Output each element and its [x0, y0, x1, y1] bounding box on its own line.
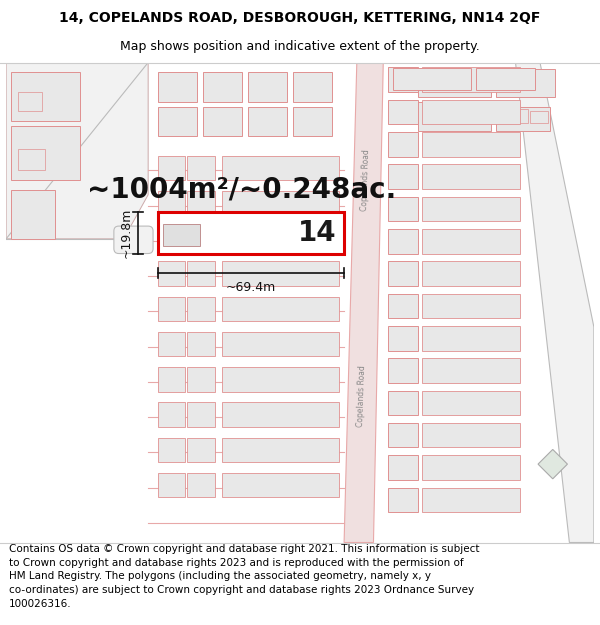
Polygon shape [344, 62, 383, 542]
Bar [422, 164, 520, 189]
Bar [221, 402, 339, 427]
Bar [221, 297, 339, 321]
Bar [158, 213, 344, 254]
Bar [187, 402, 215, 427]
Text: 14, COPELANDS ROAD, DESBOROUGH, KETTERING, NN14 2QF: 14, COPELANDS ROAD, DESBOROUGH, KETTERIN… [59, 11, 541, 24]
Bar [221, 367, 339, 392]
Bar [187, 332, 215, 356]
Text: Map shows position and indicative extent of the property.: Map shows position and indicative extent… [120, 40, 480, 52]
Bar [422, 326, 520, 351]
Bar [496, 107, 550, 131]
Bar [422, 68, 520, 92]
Bar [187, 156, 215, 180]
Bar [418, 69, 491, 97]
Bar [187, 297, 215, 321]
Bar [388, 132, 418, 156]
Bar [422, 423, 520, 448]
Bar [187, 226, 215, 251]
Bar [18, 92, 43, 111]
Bar [158, 297, 185, 321]
Bar [187, 261, 215, 286]
Bar [388, 261, 418, 286]
Bar [461, 109, 486, 123]
Bar [221, 473, 339, 498]
Bar [388, 164, 418, 189]
Bar [11, 126, 80, 180]
Bar [221, 261, 339, 286]
Bar [158, 332, 185, 356]
Bar [476, 68, 535, 90]
Bar [18, 149, 46, 170]
Bar [158, 367, 185, 392]
Bar [388, 391, 418, 415]
Polygon shape [538, 449, 568, 479]
Bar [388, 294, 418, 318]
Bar [388, 326, 418, 351]
Bar [422, 132, 520, 156]
Polygon shape [515, 62, 594, 542]
Bar [221, 156, 339, 180]
Bar [158, 261, 185, 286]
Text: Contains OS data © Crown copyright and database right 2021. This information is : Contains OS data © Crown copyright and d… [9, 544, 479, 609]
FancyBboxPatch shape [114, 226, 153, 254]
Bar [248, 72, 287, 102]
Bar [422, 229, 520, 254]
Bar [418, 102, 491, 131]
Bar [388, 488, 418, 512]
Bar [221, 438, 339, 462]
Bar [158, 191, 185, 216]
Bar [388, 197, 418, 221]
Bar [248, 107, 287, 136]
Bar [388, 358, 418, 383]
Bar [158, 402, 185, 427]
Bar [187, 191, 215, 216]
Bar [422, 391, 520, 415]
Bar [422, 197, 520, 221]
Bar [293, 72, 332, 102]
Bar [530, 111, 548, 123]
Bar [163, 224, 200, 246]
Bar [422, 456, 520, 480]
Text: Copelands Road: Copelands Road [356, 364, 367, 427]
Bar [158, 438, 185, 462]
Bar [158, 226, 185, 251]
Bar [422, 488, 520, 512]
Bar [422, 100, 520, 124]
Bar [221, 226, 339, 251]
Bar [203, 107, 242, 136]
Bar [158, 107, 197, 136]
Bar [187, 438, 215, 462]
Bar [187, 367, 215, 392]
Bar [11, 190, 55, 239]
Bar [388, 229, 418, 254]
Bar [388, 68, 418, 92]
Polygon shape [6, 62, 148, 239]
Text: ~69.4m: ~69.4m [226, 281, 276, 294]
Bar [158, 473, 185, 498]
Bar [388, 100, 418, 124]
Bar [203, 72, 242, 102]
Text: 14: 14 [298, 219, 336, 247]
Bar [158, 156, 185, 180]
Bar [293, 107, 332, 136]
Bar [388, 423, 418, 448]
Bar [221, 332, 339, 356]
Text: ~1004m²/~0.248ac.: ~1004m²/~0.248ac. [86, 176, 396, 204]
Bar [388, 456, 418, 480]
Bar [221, 191, 339, 216]
Bar [158, 72, 197, 102]
Bar [501, 109, 528, 123]
Bar [422, 358, 520, 383]
Bar [427, 106, 457, 123]
Bar [393, 68, 472, 90]
Bar [187, 473, 215, 498]
Text: ~19.8m: ~19.8m [119, 208, 133, 258]
Bar [11, 72, 80, 121]
Text: Copelands Road: Copelands Road [360, 149, 371, 211]
Bar [422, 294, 520, 318]
Bar [422, 261, 520, 286]
Bar [496, 69, 554, 97]
